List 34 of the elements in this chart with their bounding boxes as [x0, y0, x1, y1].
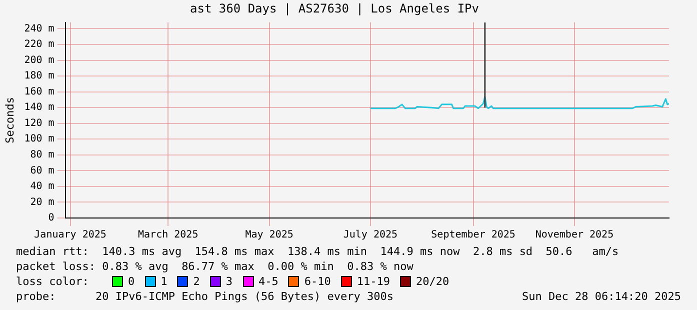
y-tick-label: 180 m	[24, 70, 54, 82]
x-tick-label: January 2025	[34, 230, 106, 241]
y-tick-label: 140 m	[24, 102, 54, 114]
y-tick-label: 80 m	[30, 149, 54, 160]
text: 2	[193, 274, 200, 289]
text: 6-10	[304, 274, 331, 289]
y-tick-label: 20 m	[30, 196, 54, 208]
y-tick-label: 120 m	[24, 118, 54, 129]
y-axis-title: Seconds	[3, 97, 16, 144]
text: 0	[128, 274, 135, 289]
text: 3	[226, 274, 232, 289]
y-tick-label: 200 m	[24, 54, 54, 66]
x-tick-label: March 2025	[138, 230, 198, 241]
x-tick-label: July 2025	[343, 230, 398, 241]
text: Sun Dec 28 06:14:20 2025	[522, 289, 681, 304]
x-tick-label: September 2025	[431, 230, 516, 241]
text: loss color:	[16, 274, 90, 289]
text: 4-5	[258, 274, 278, 289]
text: 1	[160, 274, 168, 289]
y-tick-label: 160 m	[24, 86, 54, 98]
x-tick-label: November 2025	[535, 230, 614, 241]
y-tick-label: 240 m	[24, 23, 54, 34]
text: probe: 20 IPv6-ICMP Echo Pings (56 Bytes) every 300s	[16, 289, 394, 304]
text: 20/20	[416, 274, 450, 289]
chart-title: ast 360 Days | AS27630 | Los Angeles IPv	[190, 1, 479, 16]
y-tick-label: 220 m	[24, 39, 54, 50]
y-tick-label: 100 m	[24, 134, 54, 145]
text: median rtt: 140.3 ms avg 154.8 ms max 138.4 ms min 144.9 ms now 2.8 ms sd 50.6 am/s	[16, 244, 620, 259]
text: packet loss: 0.83 % avg 86.77 % max 0.00 % min 0.83 % now	[16, 259, 414, 274]
y-tick-label: 40 m	[30, 181, 54, 192]
x-tick-label: May 2025	[245, 230, 294, 241]
y-tick-label: 0	[48, 212, 54, 224]
text: 11-19	[356, 274, 390, 289]
y-tick-label: 60 m	[30, 165, 54, 176]
